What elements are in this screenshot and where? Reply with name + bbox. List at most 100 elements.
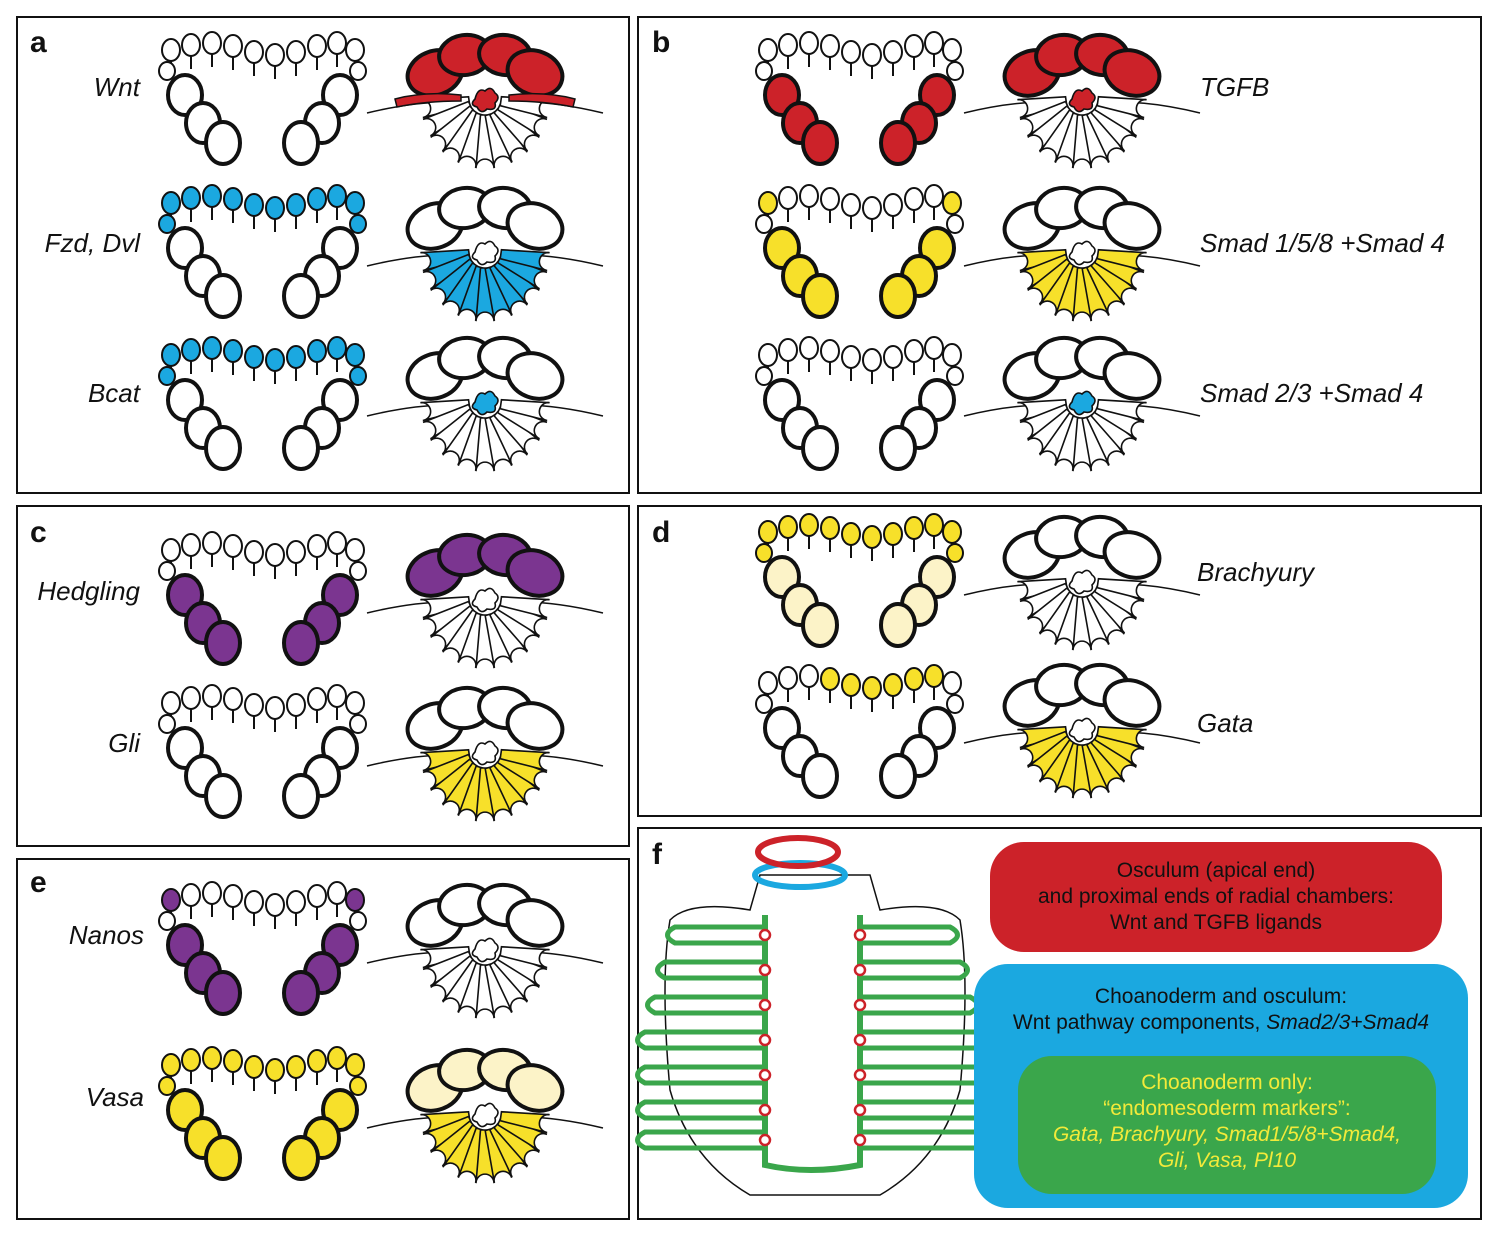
top-cell	[778, 33, 798, 69]
edge-cell	[158, 714, 176, 734]
top-cell	[265, 696, 285, 732]
apical-chamber	[1102, 201, 1162, 251]
radial-chamber	[430, 757, 477, 805]
top-cell	[286, 1055, 306, 1091]
radial-chamber	[1081, 112, 1110, 169]
proximal-edge	[508, 92, 576, 108]
radial-chamber	[420, 748, 471, 772]
gene-label-smad23: Smad 2/3 +Smad 4	[1200, 378, 1424, 408]
chamber-opening-right	[853, 1068, 867, 1082]
radial-chamber-left	[645, 994, 765, 1016]
apical-chamber	[505, 701, 565, 751]
top-cell	[862, 43, 882, 79]
right-diagram-fzd-dvl	[366, 185, 604, 322]
top-cell	[265, 543, 285, 579]
radial-chamber	[1085, 108, 1125, 163]
radial-chamber	[493, 1119, 540, 1167]
top-cell	[883, 40, 903, 76]
radial-chamber	[496, 753, 548, 790]
radial-chamber	[422, 753, 474, 790]
central-lumen	[471, 240, 499, 266]
gene-label-vasa: Vasa	[85, 1082, 144, 1112]
top-cell	[327, 1046, 347, 1082]
proximal-edge	[394, 92, 462, 108]
legend-choanoderm-components: Wnt pathway components,	[1012, 1011, 1267, 1034]
central-lumen	[471, 87, 499, 113]
top-cell	[924, 184, 944, 220]
radial-chamber	[493, 757, 540, 805]
side-cell	[204, 970, 242, 1016]
top-cell	[883, 522, 903, 558]
top-cell	[202, 881, 222, 917]
side-cell	[801, 120, 839, 166]
top-cell	[820, 187, 840, 223]
left-diagram-tgfb	[755, 31, 964, 166]
right-diagram-nanos	[366, 882, 604, 1019]
radial-chamber	[1017, 248, 1068, 272]
apical-chamber	[505, 548, 565, 598]
gene-label-tgfb: TGFB	[1200, 72, 1270, 102]
right-diagram-wnt	[366, 32, 604, 169]
legend-choanoderm-smad: Smad2/3+Smad4	[1266, 1011, 1430, 1034]
central-lumen	[1068, 569, 1096, 595]
apical-chamber	[1102, 351, 1162, 401]
radial-chamber	[1027, 407, 1074, 455]
radial-chamber	[499, 945, 550, 969]
central-lumen	[1068, 390, 1096, 416]
side-cell	[282, 620, 320, 666]
left-diagram-vasa	[158, 1046, 367, 1181]
top-cell	[223, 884, 243, 920]
radial-chamber	[484, 112, 513, 169]
legend-osculum-line-2: and proximal ends of radial chambers:	[1037, 885, 1394, 908]
left-diagram-gli	[158, 684, 367, 819]
top-cell	[841, 522, 861, 558]
side-cell	[801, 602, 839, 648]
top-cell	[904, 516, 924, 552]
edge-cell	[349, 61, 367, 81]
radial-chamber	[1085, 411, 1125, 466]
radial-chamber	[1017, 577, 1068, 601]
side-cell	[879, 425, 917, 471]
edge-cell	[755, 694, 773, 714]
right-diagram-gli	[366, 685, 604, 822]
radial-chamber	[1090, 104, 1137, 152]
radial-chamber	[1081, 594, 1110, 651]
radial-chamber	[1019, 100, 1071, 137]
top-cell	[799, 513, 819, 549]
edge-cell	[946, 61, 964, 81]
top-cell	[202, 31, 222, 67]
top-cell	[223, 339, 243, 375]
apical-chamber	[505, 1063, 565, 1113]
edge-cell	[349, 714, 367, 734]
central-lumen	[1068, 240, 1096, 266]
top-cell	[223, 534, 243, 570]
radial-chamber	[496, 100, 548, 137]
edge-cell	[349, 366, 367, 386]
top-cell	[820, 339, 840, 375]
chamber-opening-right	[853, 963, 867, 977]
top-cell	[244, 693, 264, 729]
radial-chamber	[484, 962, 513, 1019]
radial-chamber	[1019, 403, 1071, 440]
radial-chamber	[430, 257, 477, 305]
top-cell	[265, 348, 285, 384]
edge-cell	[946, 543, 964, 563]
central-lumen	[471, 587, 499, 613]
top-cell	[862, 348, 882, 384]
top-cell	[265, 893, 285, 929]
radial-chamber	[430, 1119, 477, 1167]
central-lumen	[1068, 717, 1096, 743]
radial-chamber	[488, 958, 528, 1013]
legend-green-line-4: Gli, Vasa, Pl10	[1157, 1149, 1297, 1172]
side-cell	[204, 273, 242, 319]
radial-chamber	[496, 403, 548, 440]
side-cell	[282, 970, 320, 1016]
panel-e-label: e	[30, 866, 47, 899]
central-lumen	[1068, 87, 1096, 113]
right-diagram-smad158	[963, 185, 1201, 322]
radial-chamber	[499, 248, 550, 272]
radial-chamber-right	[860, 959, 970, 981]
panel-b-label: b	[652, 26, 671, 59]
top-cell	[904, 34, 924, 70]
top-cell	[202, 684, 222, 720]
